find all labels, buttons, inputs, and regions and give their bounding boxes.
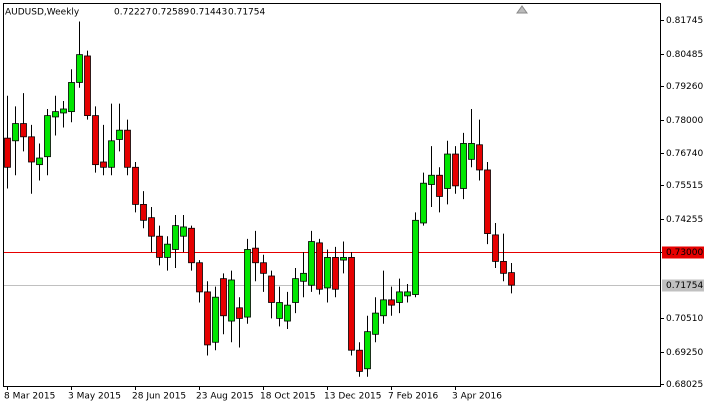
plot-area (3, 21, 660, 377)
y-tick-label: 0.81745 (666, 16, 703, 26)
candle-body (44, 115, 51, 158)
x-tick-label: 3 May 2015 (68, 392, 121, 402)
y-tick-label: 0.69250 (666, 348, 703, 358)
candle-body (260, 262, 267, 274)
candle-body (156, 235, 163, 258)
candle-body (284, 304, 291, 322)
candle-body (444, 153, 451, 189)
candle-body (420, 182, 427, 224)
candle-body (68, 82, 75, 113)
candle-body (52, 111, 59, 118)
x-tick-label: 7 Feb 2016 (388, 392, 439, 402)
candle-body (116, 129, 123, 140)
candle-body (292, 278, 299, 303)
candle-body (28, 136, 35, 163)
candle-body (36, 157, 43, 166)
candle-body (340, 257, 347, 261)
candle-body (124, 129, 131, 168)
candle-body (452, 153, 459, 187)
candle-body (356, 349, 363, 372)
candle-body (244, 249, 251, 318)
header-close: 0.71754 (228, 8, 265, 18)
candle-body (84, 55, 91, 117)
candle-body (188, 227, 195, 264)
candle-body (132, 166, 139, 205)
candle-body (60, 108, 67, 114)
candle-body (388, 299, 395, 306)
candle-body (348, 257, 355, 351)
candle-body (436, 174, 443, 197)
price-label: 0.71754 (666, 281, 703, 291)
candle-body (172, 225, 179, 250)
candle-body (460, 143, 467, 189)
x-tick-label: 23 Aug 2015 (196, 392, 254, 402)
y-tick-label: 0.70510 (666, 314, 703, 324)
candle-body (396, 291, 403, 303)
price-label-bg (662, 279, 704, 292)
candle-body (76, 54, 83, 83)
candle-body (196, 262, 203, 293)
y-tick-label: 0.78000 (666, 116, 703, 126)
candle-body (92, 115, 99, 166)
candle-body (228, 279, 235, 322)
candle-body (300, 272, 307, 282)
candle-body (20, 123, 27, 138)
header-high: 0.72589 (152, 8, 189, 18)
candle-body (508, 272, 515, 286)
x-tick-label: 8 Mar 2015 (4, 392, 55, 402)
y-tick-label: 0.68025 (666, 380, 703, 390)
candle-body (100, 161, 107, 168)
candle-body (12, 123, 19, 142)
x-tick-label: 28 Jun 2015 (132, 392, 186, 402)
candle-body (492, 234, 499, 262)
candle-body (212, 296, 219, 343)
candle-body (4, 137, 11, 168)
candle-body (236, 307, 243, 319)
chart-title: AUDUSD,Weekly (5, 8, 80, 18)
x-tick-label: 3 Apr 2016 (452, 392, 502, 402)
candle-body (220, 278, 227, 317)
y-tick-label: 0.75515 (666, 181, 703, 191)
candle-body (468, 143, 475, 160)
candle-body (276, 302, 283, 319)
candle-body (500, 261, 507, 274)
plot-frame (3, 3, 661, 387)
header-low: 0.71443 (190, 8, 227, 18)
trade-icon (516, 5, 528, 14)
candle-body (180, 226, 187, 237)
candle-body (332, 257, 339, 290)
candle-body (484, 169, 491, 234)
candle-body (164, 243, 171, 258)
candle-body (380, 299, 387, 317)
y-tick-label: 0.80485 (666, 50, 703, 60)
candle-body (308, 241, 315, 286)
candle-body (404, 291, 411, 297)
candle-body (204, 291, 211, 346)
header-open: 0.72227 (114, 8, 151, 18)
candle-body (148, 217, 155, 237)
candle-body (140, 204, 147, 221)
candle-body (108, 140, 115, 168)
y-tick-label: 0.73000 (666, 248, 703, 258)
y-tick-label: 0.79260 (666, 82, 703, 92)
candle-body (412, 219, 419, 295)
candle-body (324, 257, 331, 289)
candle-body (252, 247, 259, 264)
level-label-bg (662, 246, 704, 259)
candle-body (268, 275, 275, 303)
x-tick-label: 18 Oct 2015 (260, 392, 316, 402)
candle-body (372, 312, 379, 335)
candle-body (364, 331, 371, 370)
candle-body (476, 144, 483, 171)
candle-body (316, 242, 323, 290)
y-tick-label: 0.76740 (666, 149, 703, 159)
candle-body (428, 174, 435, 185)
y-tick-label: 0.74255 (666, 215, 703, 225)
x-tick-label: 13 Dec 2015 (324, 392, 382, 402)
